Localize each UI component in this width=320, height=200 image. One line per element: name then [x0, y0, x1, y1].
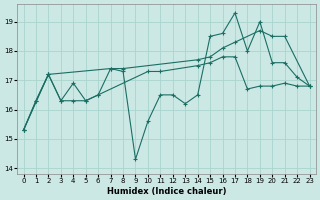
X-axis label: Humidex (Indice chaleur): Humidex (Indice chaleur) — [107, 187, 226, 196]
